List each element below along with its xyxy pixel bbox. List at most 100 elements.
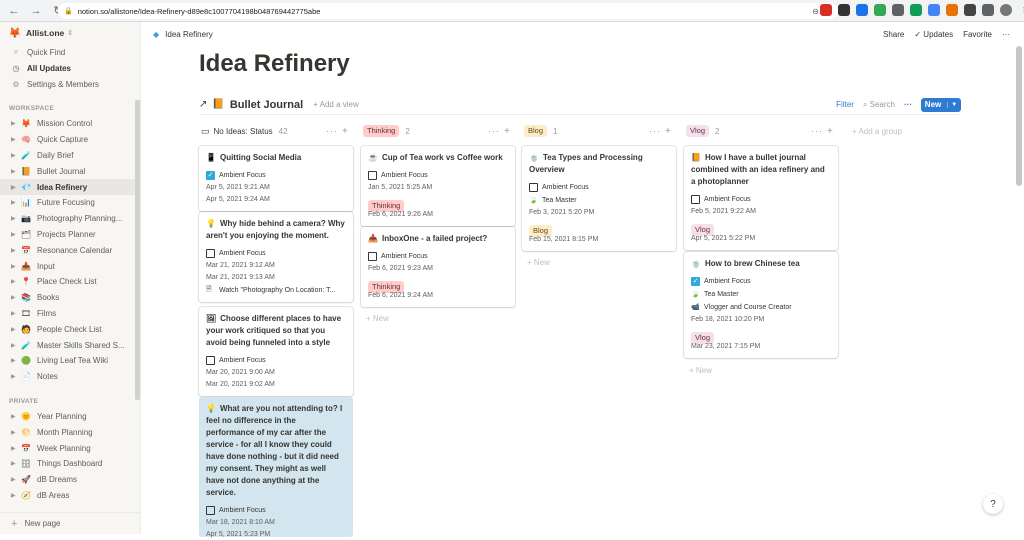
sidebar-item-place-check-list[interactable]: ▶ 📍 Place Check List xyxy=(0,274,140,290)
column-new-button[interactable]: + New xyxy=(689,366,712,375)
sidebar-quick-find[interactable]: ⌕ Quick Find xyxy=(0,44,140,60)
breadcrumb[interactable]: ◆ Idea Refinery xyxy=(141,30,213,39)
column-add-icon[interactable]: + xyxy=(665,125,671,137)
column-header-thinking[interactable]: Thinking 2 ··· + xyxy=(363,124,510,138)
extension-icon[interactable] xyxy=(856,4,868,16)
board-card[interactable]: 🍵 How to brew Chinese tea ✓ Ambient Focus … xyxy=(684,252,838,358)
updates-button[interactable]: ✓ Updates xyxy=(914,30,953,39)
add-view-button[interactable]: + Add a view xyxy=(313,100,359,109)
expand-triangle-icon[interactable]: ▶ xyxy=(11,200,16,207)
sidebar-item-photography-planning[interactable]: ▶ 📷 Photography Planning... xyxy=(0,211,140,227)
expand-triangle-icon[interactable]: ▶ xyxy=(11,310,16,317)
extension-icon[interactable] xyxy=(964,4,976,16)
checkbox-unchecked[interactable] xyxy=(206,355,215,365)
checkbox-checked[interactable]: ✓ xyxy=(206,170,215,180)
checkbox-unchecked[interactable] xyxy=(206,248,215,258)
column-add-icon[interactable]: + xyxy=(504,125,510,137)
board-card[interactable]: 📱 Quitting Social Media ✓ Ambient Focus Ap… xyxy=(199,146,353,211)
expand-triangle-icon[interactable]: ▶ xyxy=(11,247,16,254)
new-page-button[interactable]: + New page xyxy=(0,512,140,534)
sidebar-scrollbar[interactable] xyxy=(135,100,140,400)
sidebar-item-master-skills-shared-s[interactable]: ▶ 🧪 Master Skills Shared S... xyxy=(0,337,140,353)
checkbox-unchecked[interactable] xyxy=(206,505,215,515)
column-add-icon[interactable]: + xyxy=(827,125,833,137)
database-more-icon[interactable]: ··· xyxy=(904,100,912,109)
workspace-switcher[interactable]: 🦊 Allist.one ⇕ xyxy=(0,22,140,44)
menu-kebab-icon[interactable]: ⋮ xyxy=(1020,7,1024,14)
board-card[interactable]: 📥 InboxOne - a failed project? Ambient Fo… xyxy=(361,227,515,307)
sidebar-item-month-planning[interactable]: ▶ 🌕 Month Planning xyxy=(0,424,140,440)
expand-triangle-icon[interactable]: ▶ xyxy=(11,492,16,499)
checkbox-unchecked[interactable] xyxy=(368,251,377,261)
sidebar-item-mission-control[interactable]: ▶ 🦊 Mission Control xyxy=(0,116,140,132)
search-button[interactable]: ⌕ Search xyxy=(863,100,895,110)
sidebar-item-db-dreams[interactable]: ▶ 🚀 dB Dreams xyxy=(0,472,140,488)
expand-triangle-icon[interactable]: ▶ xyxy=(11,184,16,191)
expand-triangle-icon[interactable]: ▶ xyxy=(11,231,16,238)
sidebar-item-idea-refinery[interactable]: ▶ 💎 Idea Refinery xyxy=(0,179,140,195)
page-title[interactable]: Idea Refinery xyxy=(199,50,350,77)
extension-icon[interactable] xyxy=(928,4,940,16)
expand-triangle-icon[interactable]: ▶ xyxy=(11,342,16,349)
sidebar-item-resonance-calendar[interactable]: ▶ 📅 Resonance Calendar xyxy=(0,242,140,258)
expand-triangle-icon[interactable]: ▶ xyxy=(11,263,16,270)
board-card[interactable]: 🖼 Choose different places to have your wo… xyxy=(199,307,353,396)
column-new-button[interactable]: + New xyxy=(366,314,389,323)
sidebar-item-db-areas[interactable]: ▶ 🧭 dB Areas xyxy=(0,488,140,504)
extension-icon[interactable] xyxy=(892,4,904,16)
expand-triangle-icon[interactable]: ▶ xyxy=(11,279,16,286)
address-bar[interactable]: 🔒 notion.so/allistone/Idea-Refinery-d89e… xyxy=(58,3,838,19)
avatar[interactable] xyxy=(1000,4,1012,16)
sidebar-item-future-focusing[interactable]: ▶ 📊 Future Focusing xyxy=(0,195,140,211)
expand-triangle-icon[interactable]: ▶ xyxy=(11,358,16,365)
database-title[interactable]: Bullet Journal xyxy=(229,98,304,111)
help-button[interactable]: ? xyxy=(983,494,1003,514)
sidebar-item-notes[interactable]: ▶ 📄 Notes xyxy=(0,369,140,385)
sidebar-item-daily-brief[interactable]: ▶ 🧪 Daily Brief xyxy=(0,148,140,164)
expand-triangle-icon[interactable]: ▶ xyxy=(11,295,16,302)
expand-triangle-icon[interactable]: ▶ xyxy=(11,152,16,159)
column-more-icon[interactable]: ··· xyxy=(649,126,661,136)
expand-triangle-icon[interactable]: ▶ xyxy=(11,477,16,484)
expand-triangle-icon[interactable]: ▶ xyxy=(11,137,16,144)
column-header-blog[interactable]: Blog 1 ··· + xyxy=(524,124,671,138)
sidebar-item-input[interactable]: ▶ 📥 Input xyxy=(0,258,140,274)
column-header-vlog[interactable]: Vlog 2 ··· + xyxy=(686,124,833,138)
column-more-icon[interactable]: ··· xyxy=(811,126,823,136)
sidebar-item-books[interactable]: ▶ 📚 Books xyxy=(0,290,140,306)
column-new-button[interactable]: + New xyxy=(527,258,550,267)
expand-triangle-icon[interactable]: ▶ xyxy=(11,168,16,175)
zoom-icon[interactable]: ⊖ xyxy=(812,6,819,16)
page-scrollbar[interactable] xyxy=(1016,46,1022,186)
column-header-no-status[interactable]: ▭ No Ideas: Status 42 ··· + xyxy=(201,124,348,138)
sidebar-settings[interactable]: ⚙ Settings & Members xyxy=(0,76,140,92)
sidebar-all-updates[interactable]: ◷ All Updates xyxy=(0,60,140,76)
checkbox-checked[interactable]: ✓ xyxy=(691,276,700,286)
relation-link[interactable]: 🍃 Tea Master xyxy=(691,288,831,300)
filter-button[interactable]: Filter xyxy=(836,100,854,109)
board-card[interactable]: ☕ Cup of Tea work vs Coffee work Ambient … xyxy=(361,146,515,226)
expand-triangle-icon[interactable]: ▶ xyxy=(11,374,16,381)
expand-triangle-icon[interactable]: ▶ xyxy=(11,413,16,420)
sidebar-item-people-check-list[interactable]: ▶ 🧑 People Check List xyxy=(0,321,140,337)
board-card-selected[interactable]: 💡 What are you not attending to? I feel n… xyxy=(199,397,353,538)
add-group-button[interactable]: + Add a group xyxy=(852,127,903,136)
expand-triangle-icon[interactable]: ▶ xyxy=(11,216,16,223)
checkbox-unchecked[interactable] xyxy=(691,194,700,204)
sidebar-item-year-planning[interactable]: ▶ 🌞 Year Planning xyxy=(0,409,140,425)
expand-triangle-icon[interactable]: ▶ xyxy=(11,445,16,452)
extension-icon[interactable] xyxy=(910,4,922,16)
column-more-icon[interactable]: ··· xyxy=(326,126,338,136)
expand-triangle-icon[interactable]: ▶ xyxy=(11,429,16,436)
relation-link[interactable]: 🍃 Tea Master xyxy=(529,194,669,206)
sidebar-item-films[interactable]: ▶ 🎞 Films xyxy=(0,306,140,322)
extension-icon[interactable] xyxy=(838,4,850,16)
expand-triangle-icon[interactable]: ▶ xyxy=(11,461,16,468)
extension-icon[interactable] xyxy=(874,4,886,16)
favorite-button[interactable]: Favorite xyxy=(963,29,992,39)
puzzle-icon[interactable] xyxy=(982,4,994,16)
column-more-icon[interactable]: ··· xyxy=(488,126,500,136)
board-card[interactable]: 💡 Why hide behind a camera? Why aren't yo… xyxy=(199,212,353,302)
linked-arrow-icon[interactable]: ↗ xyxy=(199,99,208,110)
sidebar-item-things-dashboard[interactable]: ▶ 🗄 Things Dashboard xyxy=(0,456,140,472)
